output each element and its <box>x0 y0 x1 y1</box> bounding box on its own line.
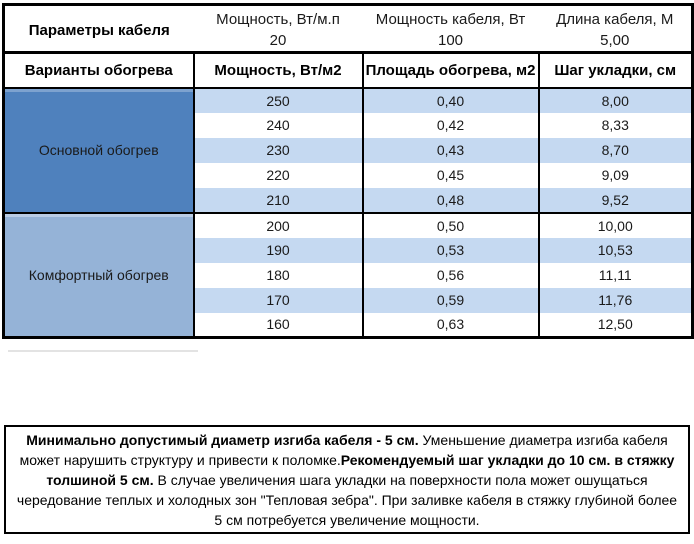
table-row: 180 0,56 11,11 <box>4 262 693 288</box>
cell-power: 240 <box>192 112 363 138</box>
cell-power: 170 <box>192 287 363 313</box>
table-row: 240 0,42 8,33 <box>4 112 693 138</box>
cell-power: 210 <box>192 187 363 213</box>
params-values-row: 20 100 5,00 <box>4 31 693 53</box>
note-bold-recommended-step: Рекомендуемый шаг укладки до 10 см. в ст… <box>46 451 675 488</box>
column-header-variant: Варианты обогрева <box>3 51 195 89</box>
cell-power: 180 <box>192 262 363 288</box>
cell-area: 0,40 <box>361 87 539 113</box>
cell-power: 220 <box>192 162 363 188</box>
param-power-per-m-label: Мощность, Вт/м.п <box>216 11 340 29</box>
table-row: 230 0,43 8,70 <box>4 137 693 163</box>
table-row: 190 0,53 10,53 <box>4 237 693 263</box>
table-row: Комфортный обогрев 200 0,50 10,00 <box>3 211 693 338</box>
param-cable-length-label: Длина кабеля, М <box>556 11 674 29</box>
params-title: Параметры кабеля <box>28 21 170 39</box>
note-bold-bend-diameter: Минимально допустимый диаметр изгиба каб… <box>26 431 419 448</box>
cell-step: 8,33 <box>537 112 693 138</box>
section-label-main-heating: Основной обогрев <box>3 87 195 213</box>
cell-power: 190 <box>192 237 363 263</box>
cell-area: 0,59 <box>361 287 539 313</box>
column-header-row: Варианты обогрева Мощность, Вт/м2 Площад… <box>3 51 693 89</box>
cell-area: 0,63 <box>361 312 539 338</box>
cell-power: 250 <box>192 87 363 113</box>
cell-step: 8,70 <box>537 137 693 163</box>
params-header-row: Параметры кабеля Мощность, Вт/м.п Мощнос… <box>4 5 693 38</box>
cell-step: 10,53 <box>537 237 693 263</box>
cell-step: 11,76 <box>537 287 693 313</box>
note-text-zebra: В случае увеличения шага укладки на пове… <box>16 471 678 528</box>
cell-step: 9,09 <box>537 162 693 188</box>
cell-area: 0,56 <box>361 262 539 288</box>
param-cable-power-value: 100 <box>437 32 464 50</box>
table-row: 220 0,45 9,09 <box>4 162 693 188</box>
cell-area: 0,45 <box>361 162 539 188</box>
cable-note-text: Минимально допустимый диаметр изгиба каб… <box>6 428 688 532</box>
cable-note-block: Минимально допустимый диаметр изгиба каб… <box>4 425 690 534</box>
cell-area: 0,50 <box>361 211 539 238</box>
table-row: Основной обогрев 250 0,40 8,00 <box>3 87 693 213</box>
table-row: 160 0,63 12,50 <box>4 312 693 338</box>
param-power-per-m-value: 20 <box>269 32 287 50</box>
table-shadow-artifact <box>8 350 198 352</box>
column-header-step: Шаг укладки, см <box>537 51 693 89</box>
param-cable-length-value: 5,00 <box>600 32 630 50</box>
cell-area: 0,53 <box>361 237 539 263</box>
cell-power: 230 <box>192 137 363 163</box>
cell-step: 9,52 <box>537 187 693 213</box>
cell-area: 0,43 <box>361 137 539 163</box>
cell-step: 11,11 <box>537 262 693 288</box>
cell-power: 200 <box>192 211 363 238</box>
table-row: 210 0,48 9,52 <box>4 187 693 213</box>
cell-step: 8,00 <box>537 87 693 113</box>
section-label-comfort-heating: Комфортный обогрев <box>3 211 195 338</box>
cable-params-table: Параметры кабеля Мощность, Вт/м.п Мощнос… <box>2 3 694 339</box>
note-text-structure: Уменьшение диаметра изгиба кабеля может … <box>19 431 668 468</box>
column-header-area: Площадь обогрева, м2 <box>361 51 539 89</box>
cell-step: 10,00 <box>537 211 693 238</box>
cell-power: 160 <box>192 312 363 338</box>
column-header-power: Мощность, Вт/м2 <box>192 51 363 89</box>
cell-area: 0,48 <box>361 187 539 213</box>
cell-step: 12,50 <box>537 312 693 338</box>
cell-area: 0,42 <box>361 112 539 138</box>
table-row: 170 0,59 11,76 <box>4 287 693 313</box>
param-cable-power-label: Мощность кабеля, Вт <box>375 11 526 29</box>
